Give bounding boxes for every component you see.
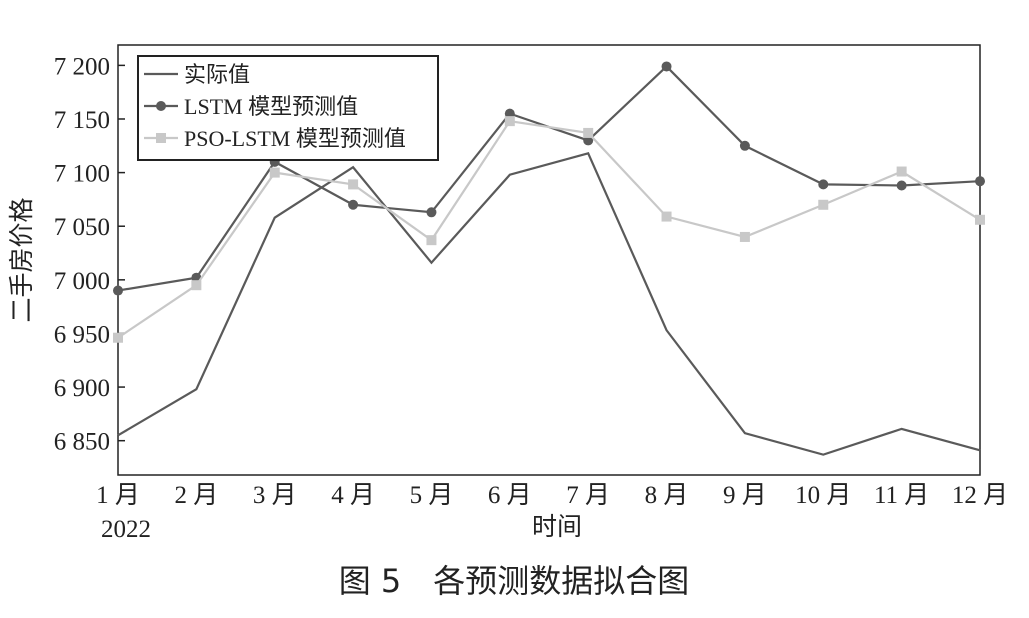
x-axis-label: 时间	[532, 513, 582, 541]
x-tick-label: 5 月	[410, 482, 454, 509]
x-tick-label: 6 月	[488, 482, 532, 509]
point	[975, 176, 985, 187]
x-tick-label: 7 月	[566, 482, 610, 509]
y-tick-label: 6 900	[54, 375, 110, 402]
y-tick-label: 7 150	[54, 107, 110, 134]
legend-box	[137, 55, 439, 161]
x-tick-label: 10 月	[795, 482, 851, 509]
point	[896, 180, 907, 191]
point	[739, 140, 750, 151]
legend-marker	[156, 133, 166, 143]
y-tick-label: 6 950	[54, 321, 110, 348]
x-tick-label: 11 月	[874, 482, 929, 509]
legend-label: 实际值	[184, 62, 250, 87]
point	[818, 179, 829, 190]
point	[113, 285, 123, 296]
point	[348, 199, 359, 210]
plot-frame	[117, 44, 981, 476]
y-tick-label: 7 100	[54, 161, 110, 188]
point	[504, 108, 515, 119]
point	[661, 211, 672, 222]
y-tick-label: 6 850	[54, 429, 110, 456]
x-tick-label: 4 月	[331, 482, 375, 509]
x-tick-label: 12 月	[952, 482, 1008, 509]
point	[269, 167, 280, 178]
point	[975, 214, 985, 225]
point	[191, 280, 202, 291]
x-tick-label: 3 月	[253, 482, 297, 509]
y-axis-label: 二手房价格	[8, 197, 36, 322]
series-line	[117, 119, 981, 339]
point	[426, 235, 437, 246]
point	[583, 127, 594, 138]
point	[583, 135, 594, 146]
figure-caption: 图 5 各预测数据拟合图	[339, 562, 690, 600]
x-tick-label: 9 月	[723, 482, 767, 509]
series-line	[117, 151, 981, 456]
x-year-label: 2022	[101, 516, 151, 543]
point	[348, 179, 359, 190]
point	[426, 207, 437, 218]
x-tick-label: 2 月	[174, 482, 218, 509]
x-tick-label: 8 月	[645, 482, 689, 509]
point	[896, 166, 907, 177]
y-tick-label: 7 000	[54, 268, 110, 295]
y-tick-label: 7 050	[54, 214, 110, 241]
point	[661, 61, 672, 72]
y-tick-label: 7 200	[54, 53, 110, 80]
legend-marker	[156, 101, 166, 111]
point	[739, 231, 750, 242]
legend-label: LSTM 模型预测值	[184, 94, 358, 119]
point	[113, 332, 123, 343]
x-tick-label: 1 月	[96, 482, 140, 509]
point	[818, 199, 829, 210]
point	[504, 116, 515, 127]
legend-label: PSO-LSTM 模型预测值	[184, 126, 406, 151]
